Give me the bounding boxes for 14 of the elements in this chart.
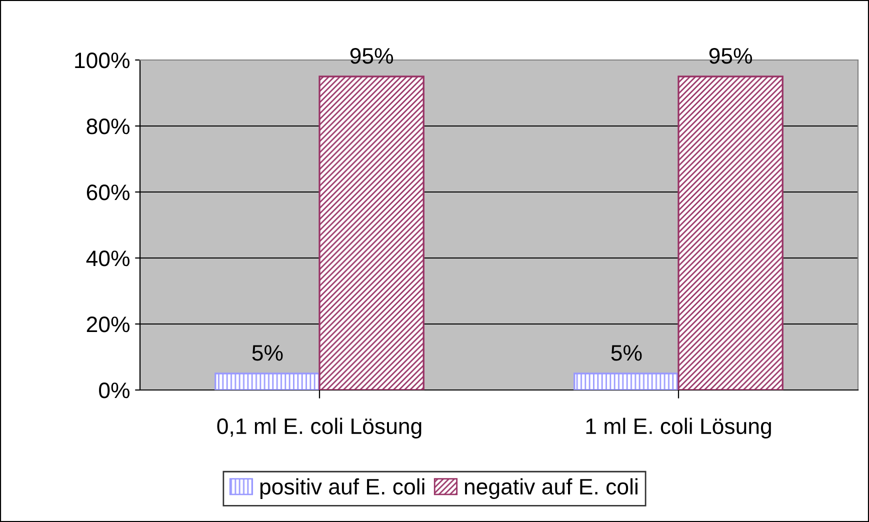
y-tick-label: 20% — [86, 316, 130, 332]
y-tick-label: 0% — [99, 382, 130, 398]
y-tick-label: 60% — [86, 184, 130, 200]
legend-label: negativ auf E. coli — [464, 478, 638, 499]
data-label: 5% — [252, 345, 283, 361]
y-tick-label: 100% — [75, 52, 130, 68]
x-tick-label: 0,1 ml E. coli Lösung — [217, 418, 422, 438]
data-label: 95% — [350, 48, 394, 64]
data-label: 95% — [709, 48, 752, 64]
y-tick-label: 40% — [86, 250, 130, 266]
data-label: 5% — [611, 345, 642, 361]
legend-label: positiv auf E. coli — [260, 478, 424, 499]
y-tick-label: 80% — [86, 118, 130, 134]
x-tick-label: 1 ml E. coli Lösung — [586, 418, 771, 438]
